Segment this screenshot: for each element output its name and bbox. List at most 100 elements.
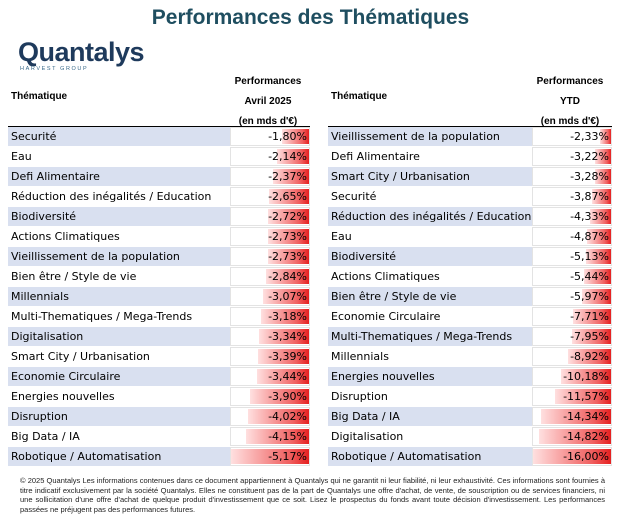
table-row: Big Data / IA -4,15% [8,427,310,446]
theme-name: Securité [8,127,230,146]
table-row: Robotique / Automatisation -5,17% [8,447,310,466]
table-row: Securité -1,80% [8,127,310,146]
performance-cell: -3,39% [230,347,310,366]
performance-cell: -10,18% [532,367,612,386]
performance-value: -5,17% [268,450,307,463]
theme-name: Big Data / IA [328,407,532,426]
performance-bar [267,209,309,224]
performance-cell: -5,44% [532,267,612,286]
performance-value: -11,57% [563,390,609,403]
table-row: Actions Climatiques -2,73% [8,227,310,246]
theme-name: Smart City / Urbanisation [328,167,532,186]
table-row: Disruption -11,57% [328,387,612,406]
performance-bar [572,329,611,344]
performance-cell: -3,18% [230,307,310,326]
performance-value: -2,73% [268,250,307,263]
table-row: Vieillissement de la population -2,33% [328,127,612,146]
performance-bar [589,209,611,224]
theme-name: Biodiversité [8,207,230,226]
performance-bar [554,389,611,404]
theme-name: Eau [331,230,352,243]
performance-cell: -11,57% [532,387,612,406]
table-header: Thématique Performances Avril 2025 (en m… [8,72,310,127]
table-row: Economie Circulaire -7,71% [328,307,612,326]
performance-value: -2,73% [268,230,307,243]
table-row: Bien être / Style de vie -2,84% [8,267,310,286]
theme-name: Defi Alimentaire [331,150,420,163]
theme-name: Big Data / IA [11,430,80,443]
perf-header-line1: Performances [536,76,604,87]
table-row: Energies nouvelles -3,90% [8,387,310,406]
theme-name: Bien être / Style de vie [11,270,137,283]
performance-value: -4,33% [570,210,609,223]
theme-name: Actions Climatiques [331,270,440,283]
performance-value: -8,92% [570,350,609,363]
table-row: Energies nouvelles -10,18% [328,367,612,386]
table-body: Securité -1,80% Eau -2,14% Defi Alimentaire -… [8,126,310,466]
column-title: Thématique [11,91,68,102]
table-row: Eau -4,87% [328,227,612,246]
table-row: Millennials -8,92% [328,347,612,366]
performance-value: -5,97% [570,290,609,303]
performance-header: Performances Avril 2025 (en mds d'€) [228,72,308,132]
performance-cell: -3,90% [230,387,310,406]
table-row: Eau -2,14% [8,147,310,166]
table-row: Digitalisation -14,82% [328,427,612,446]
performance-cell: -4,87% [532,227,612,246]
performance-value: -2,65% [268,190,307,203]
performance-bar [595,169,611,184]
theme-name: Multi-Thematiques / Mega-Trends [11,310,193,323]
performance-bar [281,129,309,144]
performance-value: -5,44% [570,270,609,283]
performance-bar [248,409,309,424]
theme-name: Multi-Thematiques / Mega-Trends [328,327,532,346]
theme-name: Bien être / Style de vie [328,287,532,306]
performance-bar [561,369,611,384]
performance-cell: -14,34% [532,407,612,426]
performance-cell: -3,07% [230,287,310,306]
performance-bar [587,229,611,244]
performance-cell: -2,65% [230,187,310,206]
theme-name: Réduction des inégalités / Education [11,190,212,203]
page-title: Performances des Thématiques [151,6,470,29]
performance-value: -2,84% [268,270,307,283]
performance-bar [258,329,309,344]
table-row: Economie Circulaire -3,44% [8,367,310,386]
performance-value: -2,33% [570,130,609,143]
performance-cell: -3,44% [230,367,310,386]
perf-header-line2: Avril 2025 [244,96,292,107]
performance-bar [586,249,611,264]
performance-value: -5,13% [570,250,609,263]
perf-header-line3: (en mds d'€) [540,116,600,127]
performance-cell: -8,92% [532,347,612,366]
table-header: Thématique Performances YTD (en mds d'€) [328,72,612,127]
performance-cell: -3,34% [230,327,310,346]
performance-bar [261,309,309,324]
performance-cell: -3,22% [532,147,612,166]
theme-name: Digitalisation [8,327,230,346]
theme-name: Robotique / Automatisation [8,447,230,466]
table-row: Vieillissement de la population -2,73% [8,247,310,266]
performance-value: -7,71% [570,310,609,323]
performance-cell: -14,82% [532,427,612,446]
performance-cell: -3,28% [532,167,612,186]
column-title: Thématique [331,91,388,102]
performance-bar [266,269,309,284]
performance-bar [573,309,611,324]
performance-cell: -2,33% [532,127,612,146]
performance-bar [538,429,611,444]
theme-name: Disruption [8,407,230,426]
performance-value: -3,44% [268,370,307,383]
performance-cell: -5,17% [230,447,310,466]
table-row: Digitalisation -3,34% [8,327,310,346]
performance-header: Performances YTD (en mds d'€) [530,72,610,132]
theme-name: Economie Circulaire [8,367,230,386]
performance-value: -3,90% [268,390,307,403]
performance-cell: -2,73% [230,247,310,266]
performance-cell: -2,73% [230,227,310,246]
table-row: Securité -3,87% [328,187,612,206]
performance-bar [567,349,611,364]
performance-cell: -5,13% [532,247,612,266]
table-body: Vieillissement de la population -2,33% Def… [328,126,612,466]
performance-bar [267,229,309,244]
